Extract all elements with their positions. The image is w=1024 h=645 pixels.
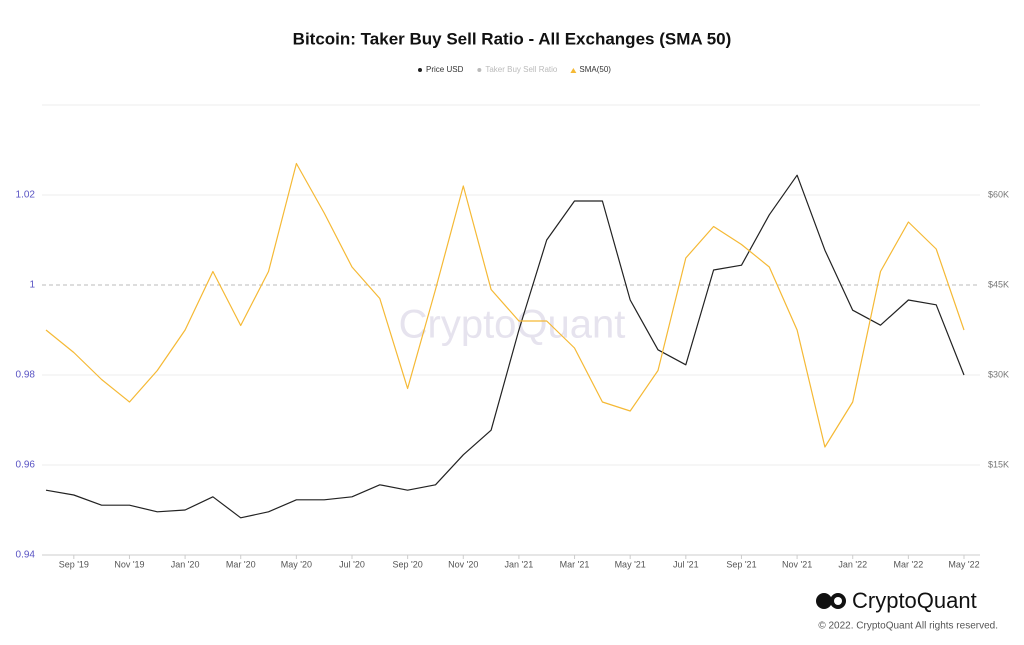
x-tick-label: Sep '21 xyxy=(726,559,756,569)
x-tick-label: Nov '20 xyxy=(448,559,478,569)
y2-tick-label: $15K xyxy=(988,459,1009,469)
y-tick-label: 0.94 xyxy=(16,550,36,561)
chart-title: Bitcoin: Taker Buy Sell Ratio - All Exch… xyxy=(293,29,732,48)
legend-swatch xyxy=(477,68,482,72)
legend-label: Taker Buy Sell Ratio xyxy=(485,65,558,74)
legend-swatch xyxy=(418,68,422,72)
brand: CryptoQuant xyxy=(852,588,977,613)
x-tick-label: Jan '21 xyxy=(505,559,534,569)
x-tick-label: Jan '22 xyxy=(838,559,867,569)
x-tick-label: Mar '21 xyxy=(560,559,590,569)
x-tick-label: Nov '21 xyxy=(782,559,812,569)
x-tick-label: Mar '22 xyxy=(893,559,923,569)
x-tick-label: Jul '20 xyxy=(339,559,365,569)
logo-icon xyxy=(816,593,846,609)
x-tick-label: May '20 xyxy=(281,559,312,569)
legend-label: Price USD xyxy=(426,65,464,74)
legend-label: SMA(50) xyxy=(579,65,611,74)
legend-swatch xyxy=(570,68,577,73)
x-tick-label: Jul '21 xyxy=(673,559,699,569)
watermark: CryptoQuant xyxy=(399,303,626,347)
y2-tick-label: $30K xyxy=(988,369,1009,379)
series-line xyxy=(45,162,965,448)
y-tick-label: 0.96 xyxy=(16,460,36,471)
copyright: © 2022. CryptoQuant All rights reserved. xyxy=(818,621,998,632)
x-tick-label: May '22 xyxy=(948,559,979,569)
y-tick-label: 0.98 xyxy=(16,370,36,381)
x-tick-label: Jan '20 xyxy=(171,559,200,569)
x-tick-label: Mar '20 xyxy=(226,559,256,569)
y-tick-label: 1.02 xyxy=(16,190,36,201)
y-tick-label: 1 xyxy=(29,280,35,291)
x-tick-label: May '21 xyxy=(615,559,646,569)
x-tick-label: Nov '19 xyxy=(114,559,144,569)
x-tick-label: Sep '19 xyxy=(59,559,89,569)
x-tick-label: Sep '20 xyxy=(393,559,423,569)
y2-tick-label: $45K xyxy=(988,279,1009,289)
y2-tick-label: $60K xyxy=(988,189,1009,199)
series-line xyxy=(45,174,965,519)
